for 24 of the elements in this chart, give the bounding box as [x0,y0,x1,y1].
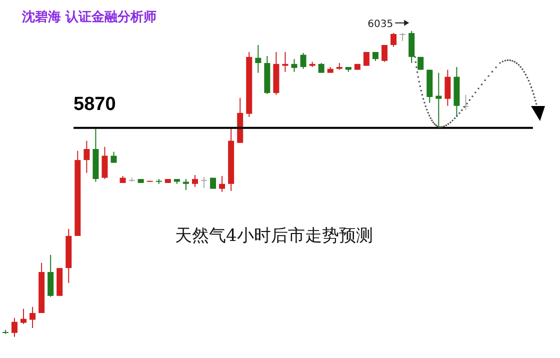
candlestick [219,175,226,192]
candlestick [390,32,397,48]
candlestick [201,176,207,188]
candlestick [318,62,324,74]
chart-title: 沈碧海 认证金融分析师 [22,9,157,26]
candlestick [363,52,370,66]
text: 6035 [368,18,394,30]
candlestick [30,306,36,329]
candlestick [11,317,18,338]
candlestick [182,178,189,191]
annotation: 天然气4小时后市走势预测 [175,225,373,247]
annotation: 5870 [74,94,116,115]
candlestick [382,44,388,62]
candlestick [300,52,306,70]
candlestick [291,58,298,72]
candlestick [444,69,451,106]
candlestick [255,44,262,74]
candlestick [282,52,288,72]
candlestick [48,254,54,298]
candlestick [192,174,198,188]
candlestick [110,151,117,164]
candlestick [84,140,90,174]
candlestick [20,308,26,325]
candlestick [102,146,108,180]
